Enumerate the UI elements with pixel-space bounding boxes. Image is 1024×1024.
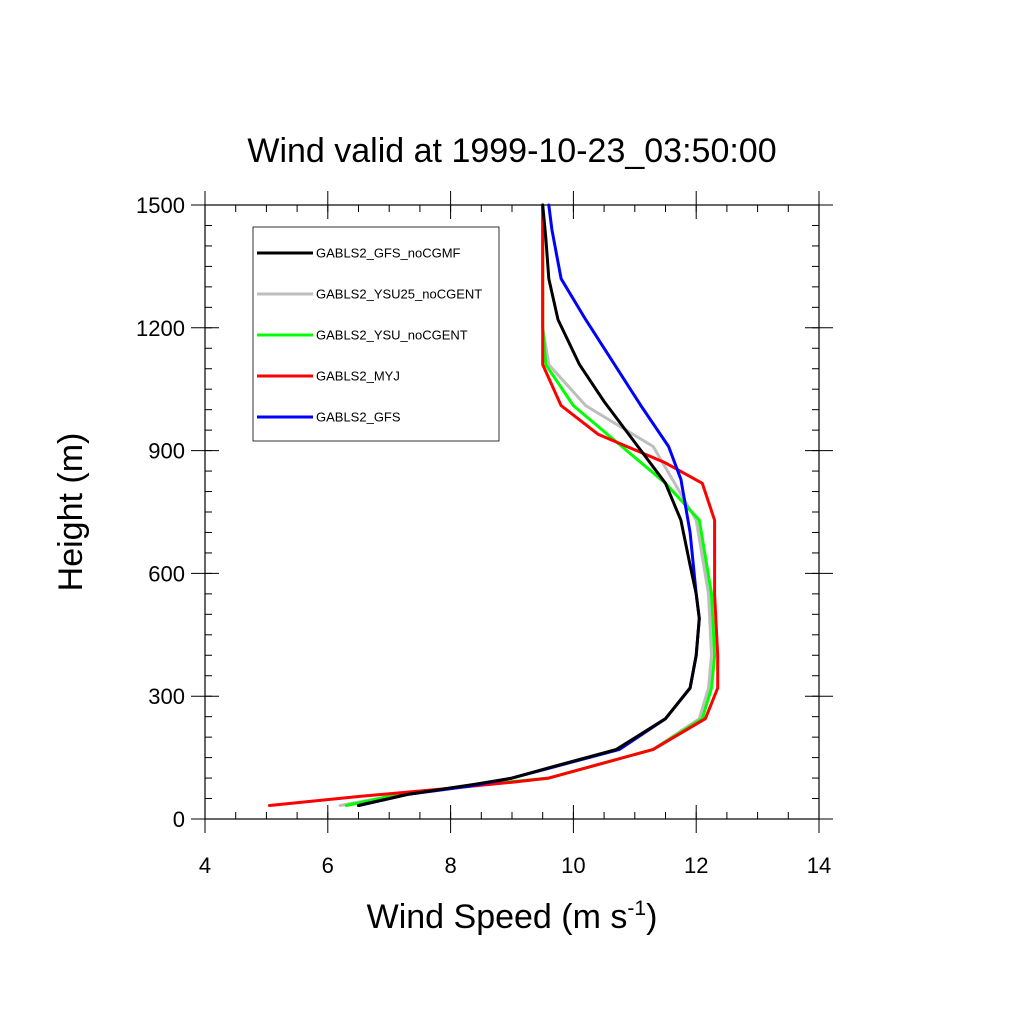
x-tick-label: 10	[561, 853, 585, 878]
major-ticks	[191, 191, 833, 833]
y-tick-labels: 0 300 600 900 1200 1500	[136, 193, 185, 832]
legend-label: GABLS2_MYJ	[316, 369, 400, 384]
legend-label: GABLS2_GFS_noCGMF	[316, 246, 461, 261]
y-axis-label: Height (m)	[52, 433, 90, 592]
x-tick-label: 12	[684, 853, 708, 878]
x-axis-label: Wind Speed (m s-1)	[367, 897, 658, 936]
x-tick-label: 14	[807, 853, 831, 878]
chart-title: Wind valid at 1999-10-23_03:50:00	[247, 132, 776, 170]
y-tick-label: 600	[148, 561, 185, 586]
x-tick-label: 6	[322, 853, 334, 878]
x-tick-label: 8	[444, 853, 456, 878]
y-tick-label: 900	[148, 439, 185, 464]
x-tick-label: 4	[199, 853, 211, 878]
series-lines	[268, 203, 720, 807]
series-line-4	[268, 203, 720, 807]
legend-label: GABLS2_YSU25_noCGENT	[316, 287, 482, 302]
y-tick-label: 1500	[136, 193, 185, 218]
x-axis-label-text: Wind Speed (m s	[367, 898, 628, 936]
legend-label: GABLS2_GFS	[316, 410, 401, 425]
x-tick-labels: 4 6 8 10 12 14	[199, 853, 831, 878]
legend: GABLS2_GFS_noCGMF GABLS2_YSU25_noCGENT GAB…	[252, 226, 500, 442]
x-axis-label-superscript: -1	[627, 897, 646, 920]
y-tick-label: 300	[148, 684, 185, 709]
series-line-1	[357, 203, 701, 807]
x-axis-label-close: )	[646, 898, 657, 936]
legend-label: GABLS2_YSU_noCGENT	[316, 328, 468, 343]
y-tick-label: 0	[173, 807, 185, 832]
y-tick-label: 1200	[136, 316, 185, 341]
